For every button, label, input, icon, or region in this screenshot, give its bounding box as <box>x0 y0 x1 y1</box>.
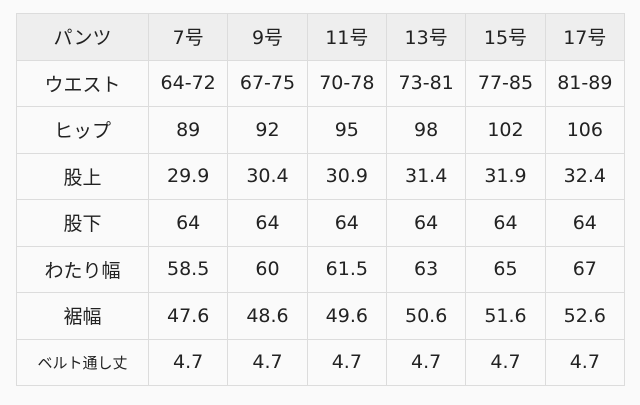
row-value: 58.5 <box>147 245 229 293</box>
row-label: ウエスト <box>16 59 149 107</box>
header-size: 15号 <box>465 13 546 61</box>
row-label: 股上 <box>16 152 149 200</box>
table-row: 股下 64 64 64 64 64 64 <box>16 199 626 247</box>
row-value: 81-89 <box>544 59 626 107</box>
row-value: 4.7 <box>385 338 467 386</box>
row-value: 29.9 <box>147 152 229 200</box>
table-row: 股上 29.9 30.4 30.9 31.4 31.9 32.4 <box>16 152 626 200</box>
row-value: 31.9 <box>465 152 546 200</box>
row-value: 67-75 <box>227 59 308 107</box>
table-row: ウエスト 64-72 67-75 70-78 73-81 77-85 81-89 <box>16 59 626 107</box>
row-value: 73-81 <box>385 59 467 107</box>
row-value: 49.6 <box>306 292 387 340</box>
row-value: 98 <box>385 106 467 154</box>
row-value: 4.7 <box>544 338 626 386</box>
row-value: 70-78 <box>306 59 387 107</box>
row-value: 67 <box>544 245 626 293</box>
row-value: 4.7 <box>147 338 229 386</box>
table-row: ベルト通し丈 4.7 4.7 4.7 4.7 4.7 4.7 <box>16 338 626 386</box>
header-size: 9号 <box>227 13 308 61</box>
row-value: 77-85 <box>465 59 546 107</box>
row-value: 63 <box>385 245 467 293</box>
row-value: 64 <box>544 199 626 247</box>
size-chart-table: パンツ 7号 9号 11号 13号 15号 17号 ウエスト 64-72 67-75 70-78 73… <box>16 13 626 386</box>
row-value: 64 <box>147 199 229 247</box>
row-value: 61.5 <box>306 245 387 293</box>
row-label: わたり幅 <box>16 245 149 293</box>
header-size: 17号 <box>544 13 626 61</box>
row-label: ヒップ <box>16 106 149 154</box>
row-value: 50.6 <box>385 292 467 340</box>
table-row: ヒップ 89 92 95 98 102 106 <box>16 106 626 154</box>
row-value: 89 <box>147 106 229 154</box>
row-label: 裾幅 <box>16 292 149 340</box>
header-size: 13号 <box>385 13 467 61</box>
row-value: 64 <box>385 199 467 247</box>
row-value: 4.7 <box>306 338 387 386</box>
row-value: 60 <box>227 245 308 293</box>
row-value: 92 <box>227 106 308 154</box>
row-label: ベルト通し丈 <box>16 338 149 386</box>
header-row: パンツ 7号 9号 11号 13号 15号 17号 <box>16 13 626 61</box>
row-value: 31.4 <box>385 152 467 200</box>
row-value: 95 <box>306 106 387 154</box>
table-row: わたり幅 58.5 60 61.5 63 65 67 <box>16 245 626 293</box>
row-value: 32.4 <box>544 152 626 200</box>
row-value: 64-72 <box>147 59 229 107</box>
row-value: 106 <box>544 106 626 154</box>
row-value: 30.4 <box>227 152 308 200</box>
row-value: 30.9 <box>306 152 387 200</box>
row-value: 48.6 <box>227 292 308 340</box>
row-value: 65 <box>465 245 546 293</box>
row-value: 51.6 <box>465 292 546 340</box>
row-value: 64 <box>306 199 387 247</box>
row-value: 102 <box>465 106 546 154</box>
row-value: 64 <box>465 199 546 247</box>
row-value: 4.7 <box>465 338 546 386</box>
row-label: 股下 <box>16 199 149 247</box>
row-value: 64 <box>227 199 308 247</box>
row-value: 52.6 <box>544 292 626 340</box>
table-row: 裾幅 47.6 48.6 49.6 50.6 51.6 52.6 <box>16 292 626 340</box>
row-value: 4.7 <box>227 338 308 386</box>
header-label: パンツ <box>16 13 149 61</box>
header-size: 11号 <box>306 13 387 61</box>
header-size: 7号 <box>147 13 229 61</box>
row-value: 47.6 <box>147 292 229 340</box>
